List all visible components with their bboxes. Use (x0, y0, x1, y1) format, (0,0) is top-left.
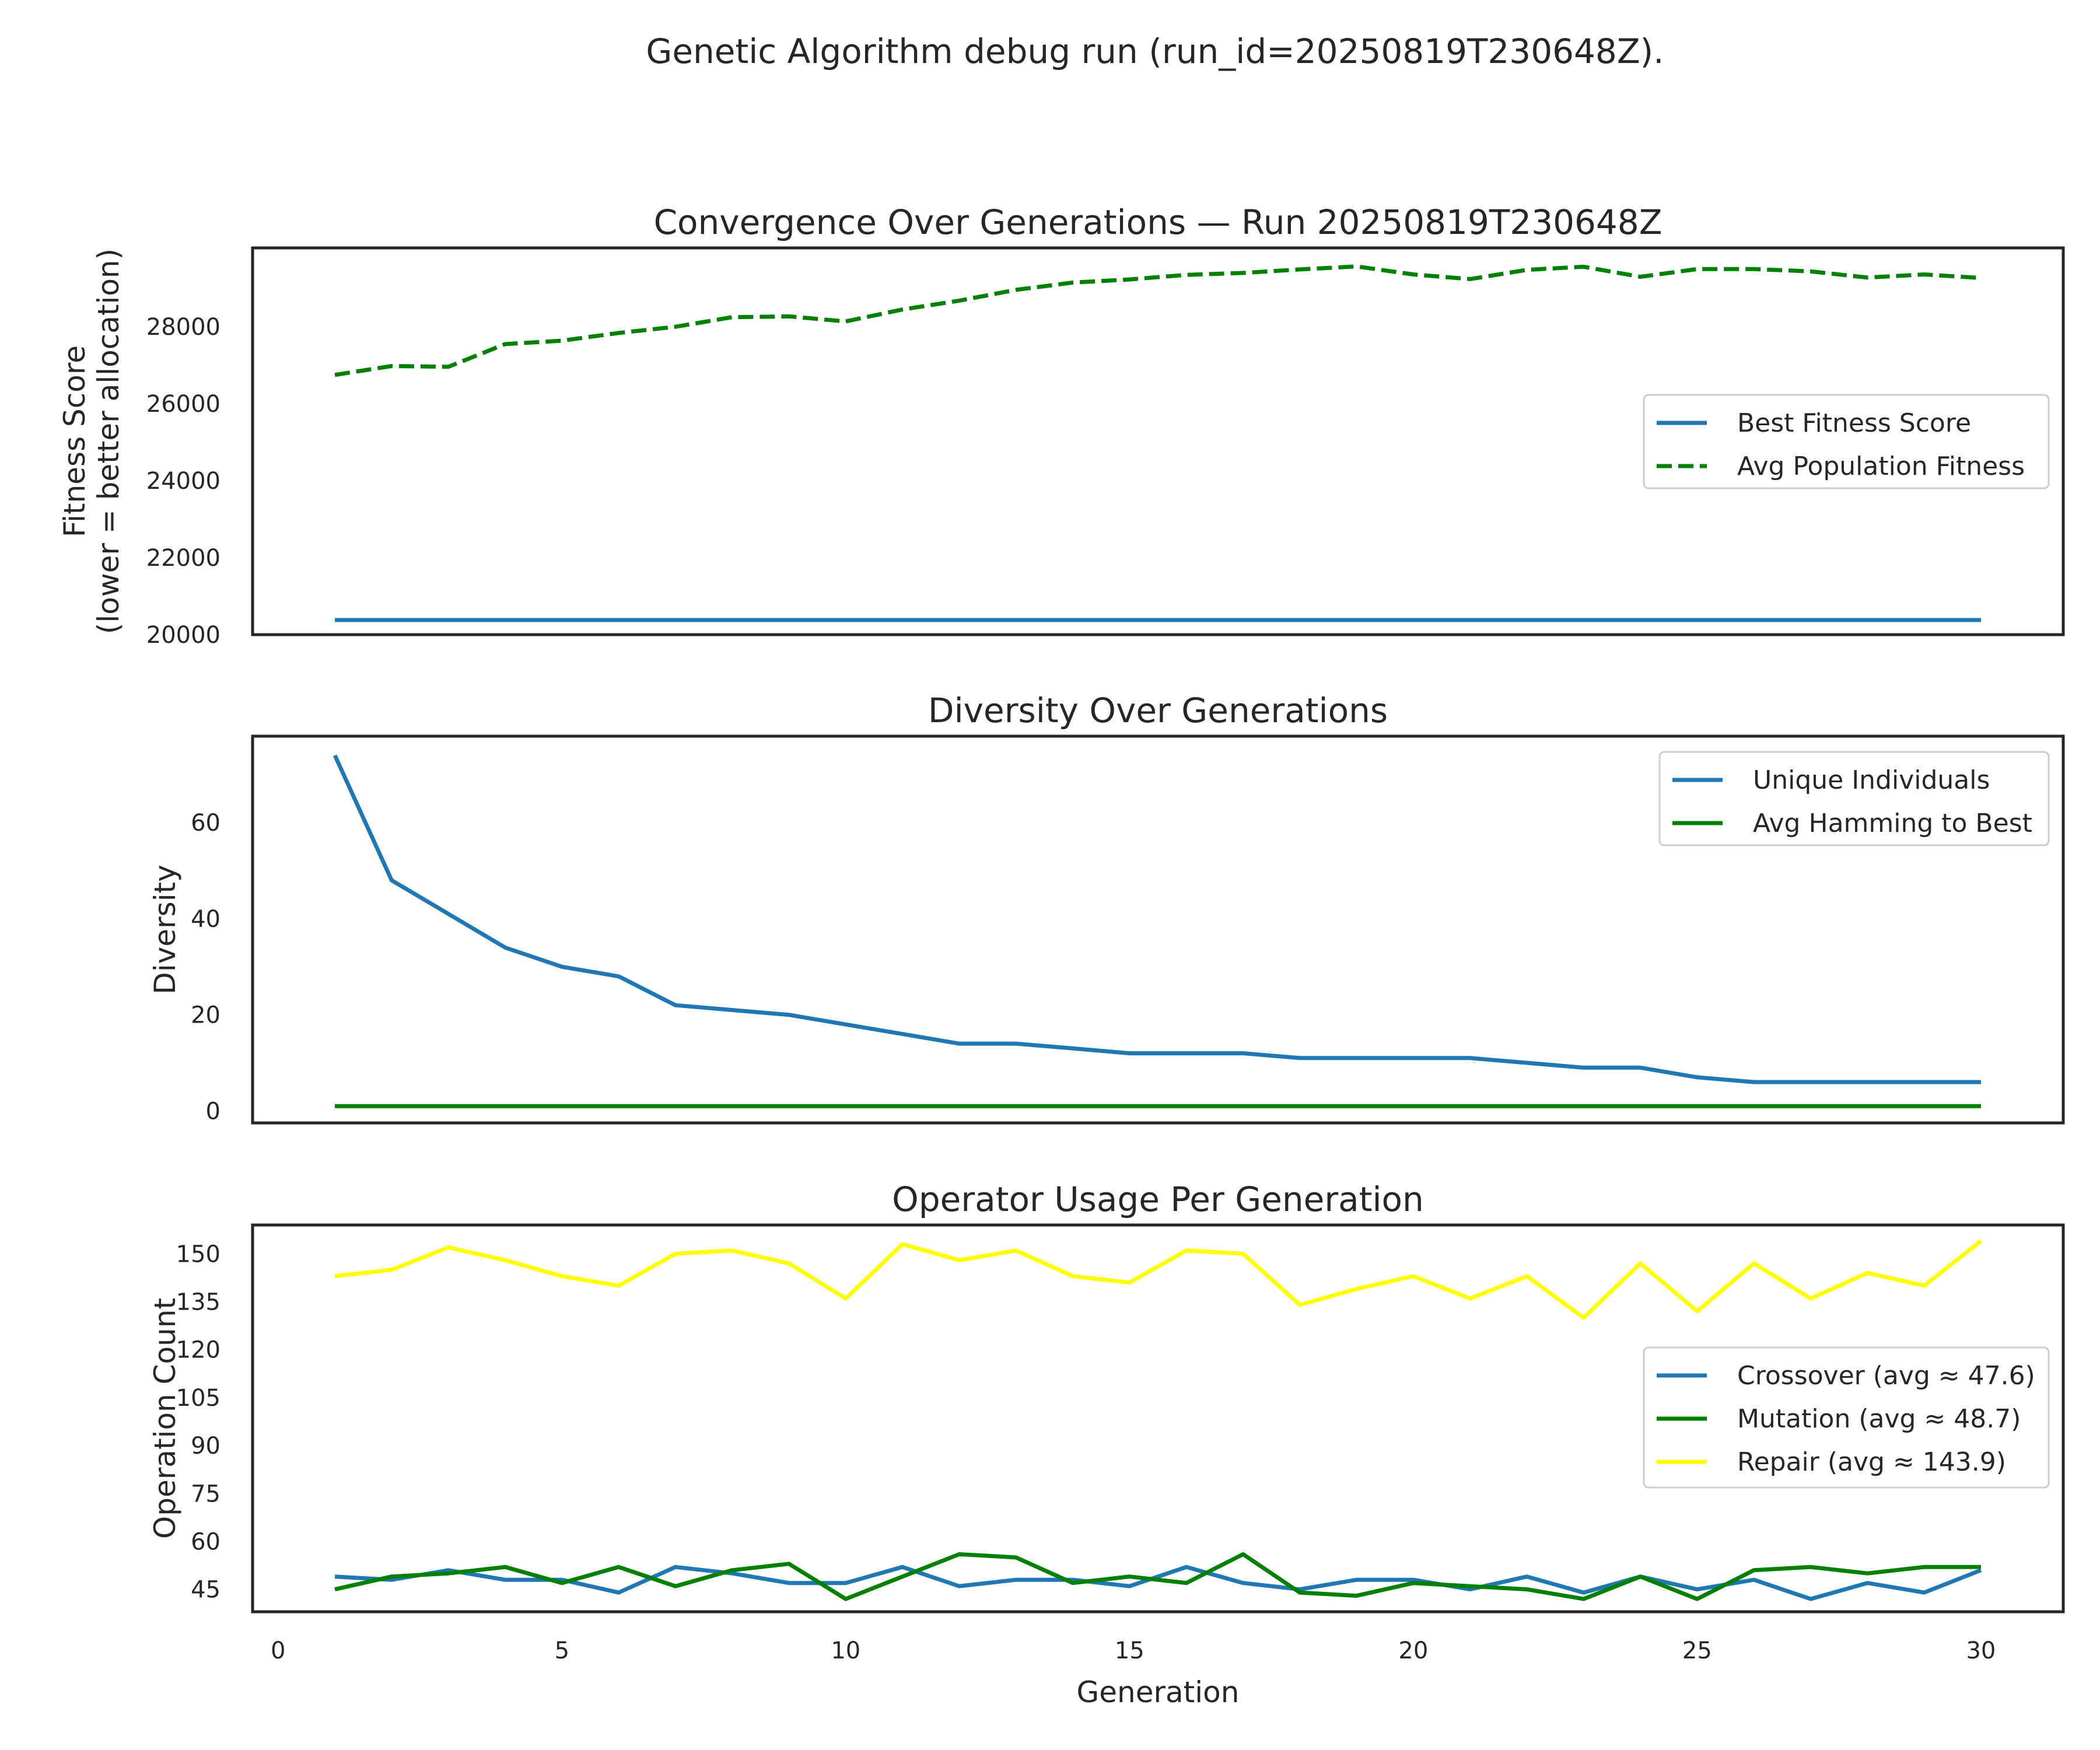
panel-title: Convergence Over Generations — Run 20250… (654, 202, 1662, 242)
y-axis-label: Fitness Score (58, 345, 92, 537)
x-tick-label: 30 (1966, 1637, 1996, 1664)
x-tick-label: 20 (1398, 1637, 1428, 1664)
y-tick-label: 20 (191, 1002, 220, 1029)
legend-entry: Mutation (avg ≈ 48.7) (1737, 1404, 2021, 1434)
legend-entry: Crossover (avg ≈ 47.6) (1737, 1361, 2035, 1391)
series-line-2 (334, 264, 1982, 377)
y-axis-label: Operation Count (148, 1298, 182, 1539)
y-tick-label: 40 (191, 906, 220, 933)
y-tick-label: 105 (176, 1385, 220, 1412)
plot-frame (251, 246, 2065, 636)
panel-title: Diversity Over Generations (928, 691, 1388, 730)
y-tick-label: 26000 (146, 391, 220, 418)
x-tick-label: 0 (271, 1637, 285, 1664)
legend: Crossover (avg ≈ 47.6) Mutation (avg ≈ 48… (1643, 1346, 2050, 1489)
legend: Unique Individuals Avg Hamming to Best (1658, 751, 2050, 846)
x-tick-label: 10 (831, 1637, 860, 1664)
x-axis-label: Generation (1077, 1675, 1240, 1709)
figure-title: Genetic Algorithm debug run (run_id=2025… (646, 32, 1664, 71)
panel-3: Operator Usage Per Generation Operation C… (148, 1180, 2065, 1664)
y-tick-label: 135 (176, 1289, 220, 1316)
series-line-3 (334, 1239, 1983, 1320)
y-tick-label: 60 (191, 1528, 220, 1555)
series-line-1 (334, 1564, 1982, 1601)
legend-entry: Best Fitness Score (1737, 408, 1971, 438)
y-tick-label: 60 (191, 810, 220, 836)
legend: Best Fitness Score Avg Population Fitness (1643, 394, 2050, 489)
y-tick-label: 24000 (146, 468, 220, 495)
x-tick-label: 15 (1115, 1637, 1144, 1664)
panel-2: Diversity Over Generations Diversity 0 20 40… (148, 691, 2065, 1125)
y-tick-label: 28000 (146, 314, 220, 341)
y-tick-label: 45 (191, 1577, 220, 1604)
y-tick-label: 120 (176, 1337, 220, 1364)
y-axis-label: (lower = better allocation) (92, 249, 125, 634)
series-line-2 (334, 1552, 1981, 1601)
legend-box (1658, 751, 2050, 846)
y-axis-label: Diversity (148, 864, 182, 994)
x-tick-label: 5 (555, 1637, 569, 1664)
legend-box (1643, 394, 2050, 489)
panel-title: Operator Usage Per Generation (892, 1180, 1424, 1219)
legend-box (1643, 1346, 2050, 1489)
legend-entry: Repair (avg ≈ 143.9) (1737, 1447, 2006, 1477)
series-line-1 (332, 754, 1981, 1084)
y-tick-label: 90 (191, 1433, 220, 1460)
plot-frame (251, 1223, 2065, 1614)
legend-entry: Avg Hamming to Best (1753, 808, 2032, 838)
panel-1: Convergence Over Generations — Run 20250… (58, 202, 2065, 649)
y-tick-label: 150 (176, 1241, 220, 1268)
plot-frame (251, 734, 2065, 1125)
y-tick-label: 20000 (146, 622, 220, 649)
legend-entry: Avg Population Fitness (1737, 452, 2025, 481)
x-tick-label: 25 (1682, 1637, 1712, 1664)
y-tick-label: 22000 (146, 545, 220, 572)
y-tick-label: 75 (191, 1480, 220, 1507)
y-tick-label: 0 (206, 1098, 220, 1125)
legend-entry: Unique Individuals (1753, 765, 1990, 795)
